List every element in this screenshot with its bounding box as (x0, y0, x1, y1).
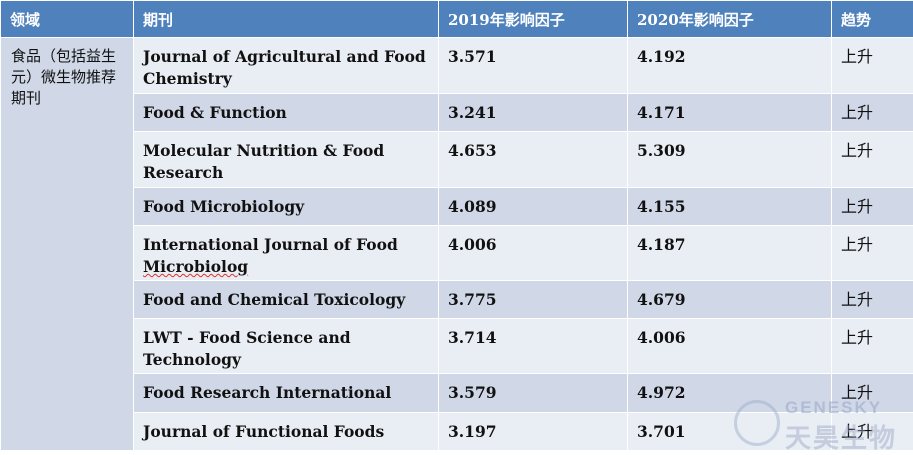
journal-name: Journal of Agricultural and Food Chemist… (134, 38, 439, 94)
journal-name-prefix: International Journal of Food (143, 235, 398, 254)
journal-name: Molecular Nutrition & Food Research (134, 132, 439, 188)
genesky-logo-icon (734, 400, 780, 446)
field-cell: 食品（包括益生元）微生物推荐期刊 (1, 38, 134, 451)
table-row: International Journal of Food Microbiolo… (1, 226, 913, 281)
trend: 上升 (832, 38, 913, 94)
header-if-2020: 2020年影响因子 (628, 1, 832, 38)
journal-name: Food Microbiology (134, 188, 439, 226)
trend: 上升 (832, 94, 913, 132)
journal-name: Food and Chemical Toxicology (134, 281, 439, 319)
if-2020: 4.006 (628, 319, 832, 374)
if-2019: 3.197 (439, 413, 628, 451)
if-2019: 3.775 (439, 281, 628, 319)
table-row: Food & Function 3.241 4.171 上升 (1, 94, 913, 132)
header-journal: 期刊 (134, 1, 439, 38)
if-2019: 4.653 (439, 132, 628, 188)
trend: 上升 (832, 188, 913, 226)
table-row: Molecular Nutrition & Food Research 4.65… (1, 132, 913, 188)
table-row: LWT - Food Science and Technology 3.714 … (1, 319, 913, 374)
journal-name: Journal of Functional Foods (134, 413, 439, 451)
journal-name: LWT - Food Science and Technology (134, 319, 439, 374)
header-field: 领域 (1, 1, 134, 38)
header-trend: 趋势 (832, 1, 913, 38)
header-if-2019: 2019年影响因子 (439, 1, 628, 38)
journal-name: Food Research International (134, 374, 439, 413)
header-row: 领域 期刊 2019年影响因子 2020年影响因子 趋势 (1, 1, 913, 38)
if-2020: 4.192 (628, 38, 832, 94)
if-2019: 3.571 (439, 38, 628, 94)
watermark-cn: 天昊生物 (785, 418, 897, 455)
watermark-en: GENESKY (785, 398, 882, 418)
genesky-watermark: GENESKY 天昊生物 (730, 396, 910, 452)
table-row: Food Microbiology 4.089 4.155 上升 (1, 188, 913, 226)
if-2019: 4.089 (439, 188, 628, 226)
if-2019: 3.241 (439, 94, 628, 132)
trend: 上升 (832, 319, 913, 374)
if-2020: 4.155 (628, 188, 832, 226)
if-2019: 4.006 (439, 226, 628, 281)
spellcheck-word: Microbiolog (143, 257, 248, 276)
if-2019: 3.714 (439, 319, 628, 374)
trend: 上升 (832, 132, 913, 188)
if-2020: 4.171 (628, 94, 832, 132)
table-row: 食品（包括益生元）微生物推荐期刊 Journal of Agricultural… (1, 38, 913, 94)
if-2020: 5.309 (628, 132, 832, 188)
journal-name: International Journal of Food Microbiolo… (134, 226, 439, 281)
trend: 上升 (832, 281, 913, 319)
trend: 上升 (832, 226, 913, 281)
journal-name: Food & Function (134, 94, 439, 132)
if-2020: 4.679 (628, 281, 832, 319)
if-2020: 4.187 (628, 226, 832, 281)
table-row: Food and Chemical Toxicology 3.775 4.679… (1, 281, 913, 319)
if-2019: 3.579 (439, 374, 628, 413)
